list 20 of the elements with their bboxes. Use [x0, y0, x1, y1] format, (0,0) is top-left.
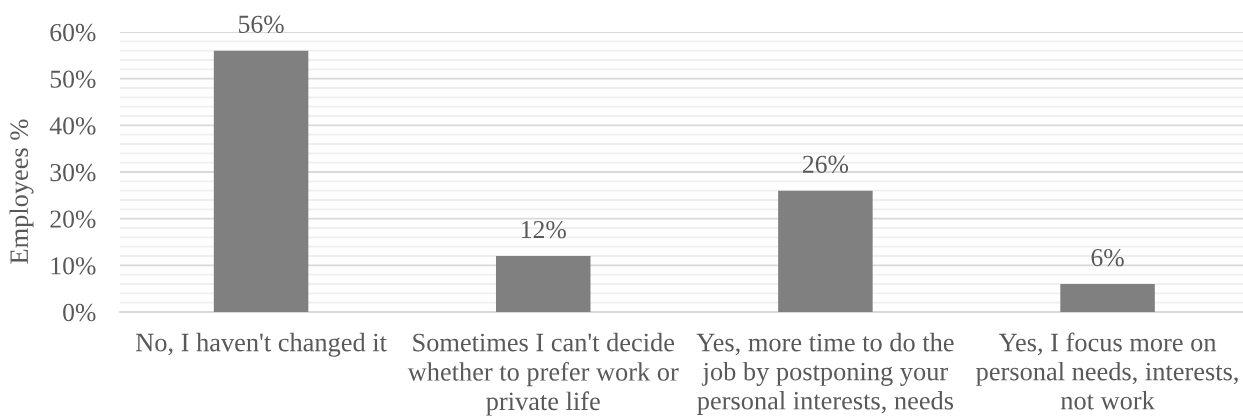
x-tick-label: Yes, I focus more on personal needs, interests, not work — [976, 332, 1238, 410]
y-tick-label: 20% — [50, 210, 96, 228]
x-tick-label: Sometimes I can't decide whether to prefer work or private life — [407, 332, 679, 416]
y-tick-label: 50% — [50, 70, 96, 88]
data-label: 56% — [239, 15, 284, 34]
y-tick-label: 30% — [50, 163, 96, 182]
data-label: 26% — [802, 155, 849, 174]
x-tick-label: Yes, more time to do the job by postponing your personal interests, needs — [696, 332, 954, 415]
bar — [1060, 284, 1155, 312]
bar — [495, 256, 591, 312]
y-axis-title: Employees % — [9, 119, 34, 264]
y-tick-label: 40% — [49, 117, 96, 135]
y-tick-label: 60% — [50, 23, 96, 42]
y-tick-label: 0% — [63, 303, 96, 322]
bar — [778, 190, 873, 312]
data-label: 6% — [1091, 248, 1124, 267]
x-tick-label: No, I haven't changed it — [135, 332, 387, 357]
y-tick-label: 10% — [51, 257, 96, 275]
data-label: 12% — [521, 220, 566, 239]
bar — [213, 50, 309, 312]
